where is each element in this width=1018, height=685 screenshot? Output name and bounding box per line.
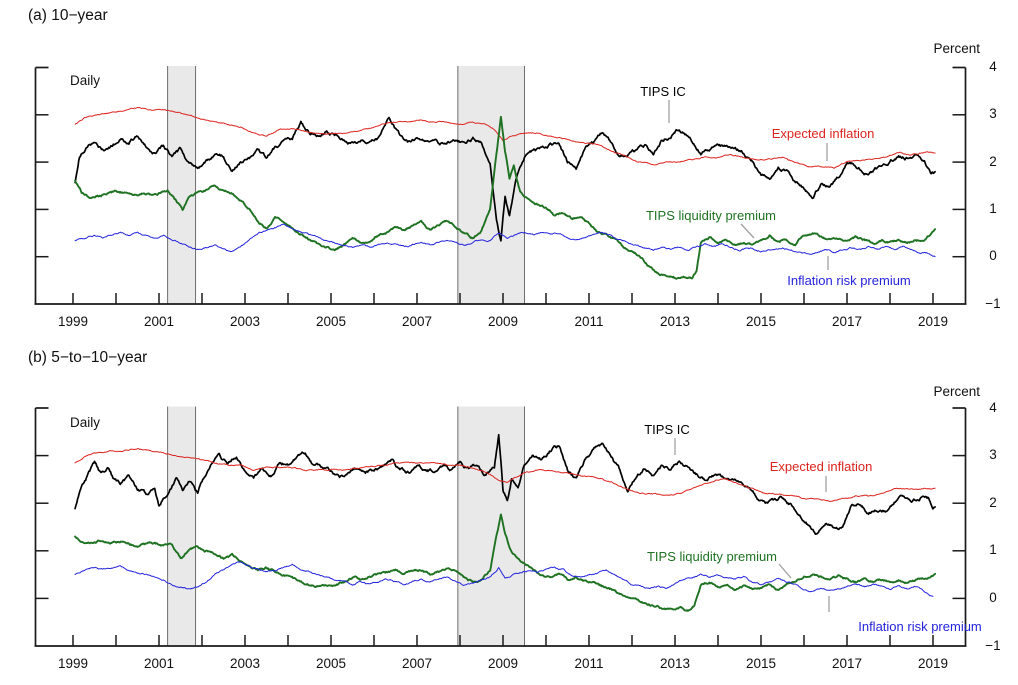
y-tick-label: 2 — [989, 494, 997, 510]
x-tick-label: 2005 — [315, 314, 347, 329]
x-tick-label: 2011 — [574, 656, 604, 671]
panel-b-unit-label: Percent — [933, 384, 980, 399]
x-tick-label: 2017 — [831, 314, 863, 329]
y-tick-label: −1 — [985, 295, 1001, 311]
x-tick-label: 2019 — [917, 314, 949, 329]
x-tick-label: 2009 — [487, 656, 519, 671]
panel-b-title: (b) 5−to−10−year — [28, 349, 148, 366]
panel-b-frequency-label: Daily — [70, 415, 101, 430]
y-tick-label: 1 — [989, 542, 997, 558]
panel-a-frequency-label: Daily — [70, 73, 101, 88]
series-label-inflation-risk-premium-b: Inflation risk premium — [858, 619, 982, 634]
y-tick-label: 1 — [989, 200, 997, 216]
y-tick-label: 3 — [989, 106, 997, 122]
x-tick-label: 2015 — [745, 656, 777, 671]
panel-a-title: (a) 10−year — [28, 7, 108, 24]
y-tick-label: 3 — [989, 447, 997, 463]
x-tick-label: 2003 — [229, 656, 261, 671]
x-tick-label: 1999 — [57, 656, 89, 671]
series-label-tips-ic-b: TIPS IC — [644, 422, 690, 437]
y-tick-label: −1 — [985, 637, 1001, 653]
series-label-tips-liquidity-premium-a: TIPS liquidity premium — [645, 208, 777, 223]
series-label-expected-inflation-a: Expected inflation — [771, 126, 875, 141]
x-tick-label: 2013 — [659, 656, 691, 671]
x-tick-label: 2005 — [315, 656, 347, 671]
x-tick-label: 2017 — [831, 656, 863, 671]
x-tick-label: 2015 — [745, 314, 777, 329]
y-tick-label: 0 — [989, 589, 997, 605]
y-tick-label: 4 — [989, 399, 997, 415]
x-tick-label: 2001 — [143, 656, 175, 671]
x-tick-label: 2007 — [401, 314, 433, 329]
x-tick-label: 2013 — [659, 314, 691, 329]
x-tick-label: 2001 — [143, 314, 175, 329]
x-tick-label: 2003 — [229, 314, 261, 329]
x-tick-label: 2009 — [487, 314, 519, 329]
x-tick-label: 2007 — [401, 656, 433, 671]
x-tick-label: 1999 — [57, 314, 89, 329]
series-label-tips-liquidity-premium-b: TIPS liquidity premium — [646, 549, 778, 564]
x-tick-label: 2019 — [917, 656, 949, 671]
panel-a-unit-label: Percent — [933, 41, 980, 56]
series-label-tips-ic-a: TIPS IC — [640, 84, 686, 99]
y-tick-label: 4 — [989, 59, 997, 74]
series-label-expected-inflation-b: Expected inflation — [769, 459, 873, 474]
y-tick-label: 0 — [989, 248, 997, 264]
x-tick-label: 2011 — [574, 314, 604, 329]
series-label-inflation-risk-premium-a: Inflation risk premium — [787, 273, 911, 288]
y-tick-label: 2 — [989, 153, 997, 169]
